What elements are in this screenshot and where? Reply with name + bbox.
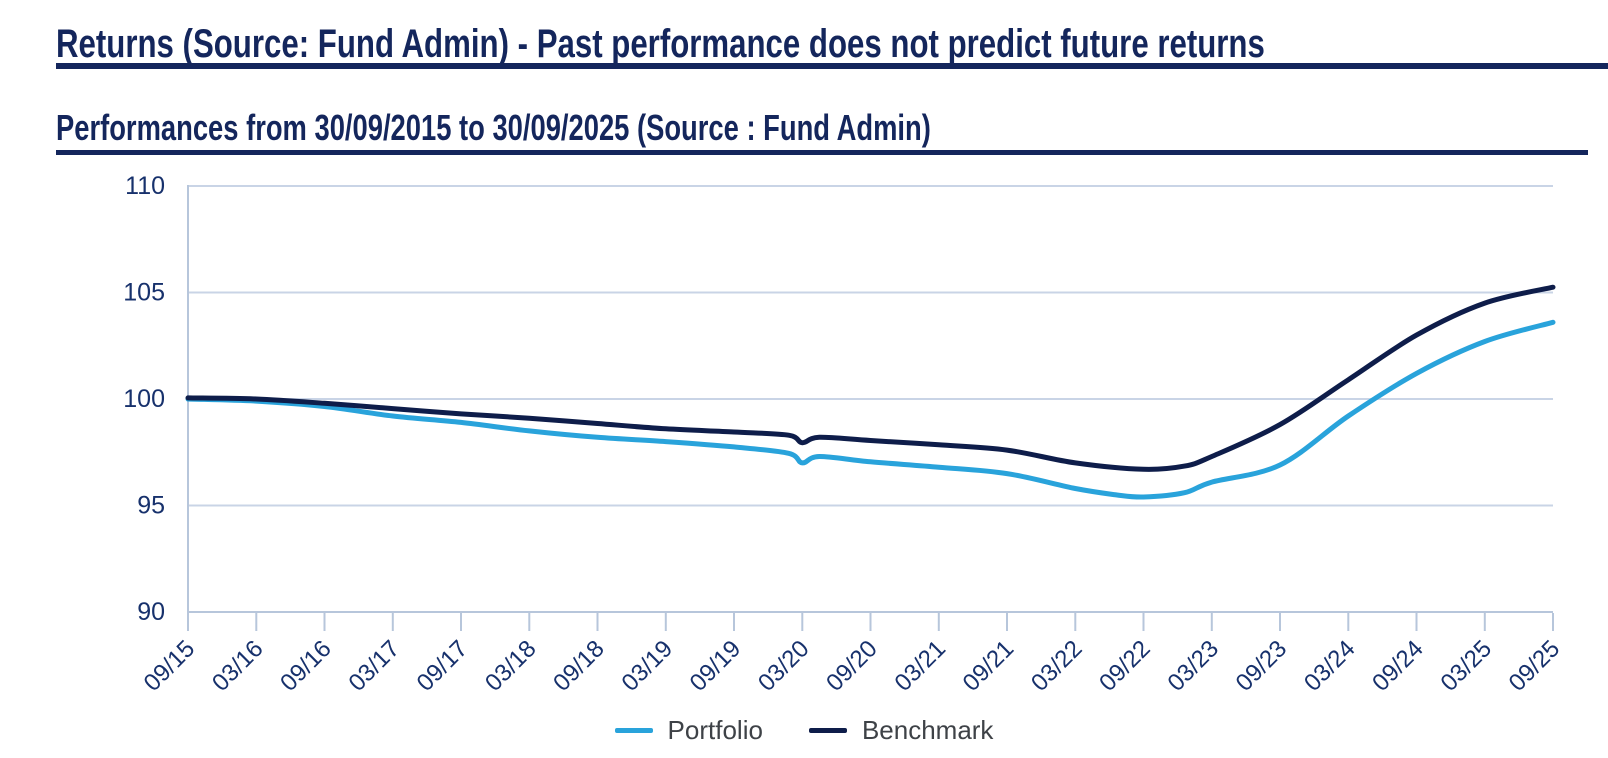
gridlines (188, 185, 1553, 613)
legend-label-benchmark: Benchmark (861, 715, 994, 745)
x-tick-label: 09/22 (1094, 635, 1156, 697)
x-tick-label: 09/19 (685, 635, 747, 697)
y-tick-label: 100 (123, 385, 165, 413)
y-tick-label: 90 (137, 598, 165, 626)
x-tick-label: 09/24 (1367, 635, 1429, 697)
portfolio-line-swatch (614, 727, 653, 733)
legend-item-portfolio: Portfolio (614, 715, 763, 745)
x-tick-label: 03/23 (1162, 635, 1224, 697)
benchmark-line-swatch (808, 727, 847, 733)
axis-lines (187, 185, 1554, 631)
x-tick-label: 09/23 (1231, 635, 1293, 697)
x-tick-label: 03/22 (1026, 635, 1088, 697)
x-tick-label: 09/25 (1504, 635, 1566, 697)
page-title: Returns (Source: Fund Admin) - Past perf… (56, 24, 1606, 64)
series-line-portfolio (185, 319, 1556, 500)
subtitle-rule (56, 150, 1588, 155)
y-tick-label: 95 (137, 492, 165, 520)
x-tick-label: 09/20 (821, 635, 883, 697)
chart-legend: Portfolio Benchmark (0, 708, 1608, 752)
x-tick-label: 03/25 (1435, 635, 1497, 697)
x-tick-label: 03/19 (616, 635, 678, 697)
x-tick-label: 09/16 (275, 635, 337, 697)
x-tick-label: 03/16 (207, 635, 269, 697)
x-tick-label: 09/15 (139, 635, 201, 697)
x-tick-label: 09/21 (958, 635, 1020, 697)
chart-title: Performances from 30/09/2015 to 30/09/20… (56, 110, 1207, 146)
page-title-text: Returns (Source: Fund Admin) - Past perf… (56, 22, 1265, 66)
x-tick-label: 03/24 (1299, 635, 1361, 697)
chart-title-text: Performances from 30/09/2015 to 30/09/20… (56, 107, 931, 148)
x-tick-label: 03/17 (343, 635, 405, 697)
y-axis-labels: 90 95 100 105 110 (123, 172, 165, 626)
x-tick-label: 03/18 (480, 635, 542, 697)
y-tick-label: 105 (123, 279, 165, 307)
x-tick-label: 09/17 (412, 635, 474, 697)
x-tick-label: 09/18 (548, 635, 610, 697)
y-tick-label: 110 (125, 172, 165, 200)
series-line-benchmark (185, 284, 1556, 472)
x-axis-labels: 09/15 03/16 09/16 03/17 09/17 03/18 09/18 03/19… (139, 635, 1566, 697)
x-tick-label: 03/21 (889, 635, 951, 697)
legend-item-benchmark: Benchmark (808, 715, 994, 745)
x-tick-label: 03/20 (753, 635, 815, 697)
legend-label-portfolio: Portfolio (667, 715, 763, 745)
title-rule (56, 63, 1608, 69)
